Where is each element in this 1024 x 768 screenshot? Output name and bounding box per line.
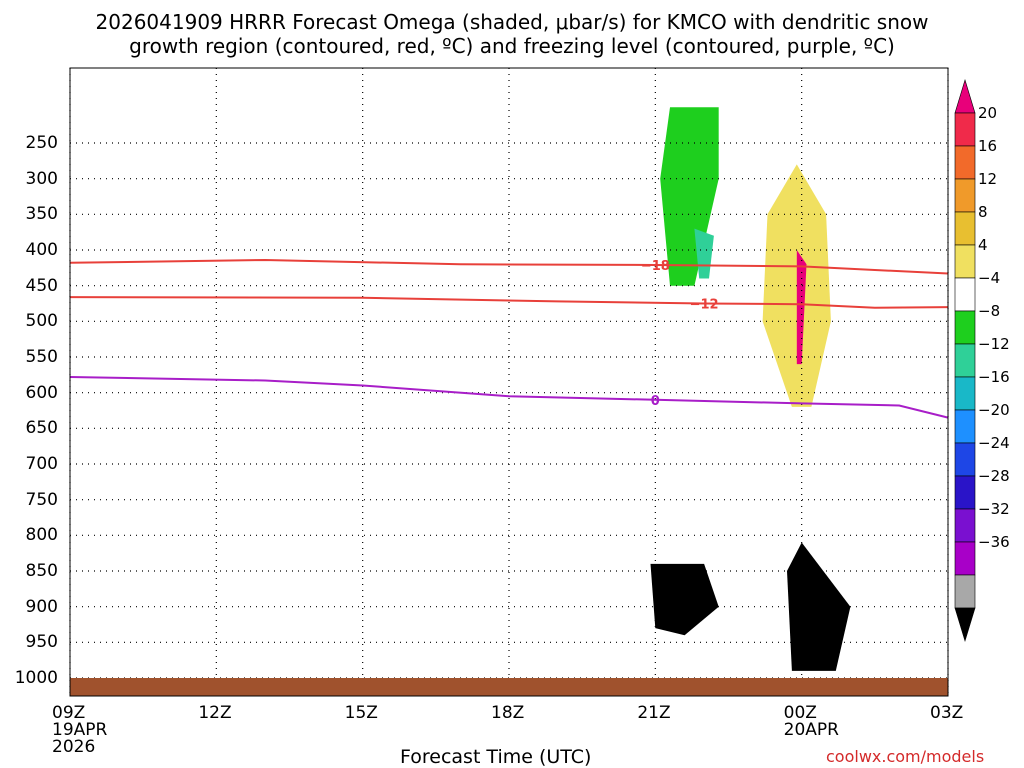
colorbar-label: −36	[978, 533, 1010, 551]
colorbar-swatch	[954, 145, 976, 180]
colorbar-label: 16	[978, 137, 998, 155]
y-tick-label: 300	[25, 168, 58, 189]
colorbar-label: −28	[978, 467, 1010, 485]
site-credit[interactable]: coolwx.com/models	[826, 747, 985, 766]
colorbar-label: 4	[978, 236, 988, 254]
x-tick-label: 03Z	[930, 703, 964, 723]
colorbar-label: 8	[978, 203, 988, 221]
colorbar-label: −16	[978, 368, 1010, 386]
omega-region-3	[796, 250, 807, 365]
y-tick-label: 550	[25, 347, 58, 367]
ground-surface	[70, 678, 948, 696]
colorbar-swatch	[954, 277, 976, 312]
y-tick-label: 900	[25, 596, 58, 617]
omega-region-4	[650, 563, 719, 636]
colorbar-label: −12	[978, 335, 1010, 353]
colorbar-swatch	[954, 211, 976, 246]
colorbar-swatch	[954, 508, 976, 543]
y-tick-label: 450	[25, 275, 58, 296]
y-tick-label: 750	[25, 489, 58, 510]
x-axis-label: Forecast Time (UTC)	[400, 746, 592, 768]
colorbar-label: −8	[978, 302, 1001, 320]
colorbar-swatch	[954, 475, 976, 510]
colorbar-label: 12	[978, 170, 998, 188]
colorbar-swatch	[954, 244, 976, 279]
contour-line-1	[69, 296, 949, 309]
y-tick-label: 800	[25, 525, 58, 546]
colorbar-swatch	[954, 310, 976, 345]
colorbar-swatch	[954, 112, 976, 147]
y-tick-label: 950	[25, 632, 58, 653]
y-tick-label: 700	[25, 454, 58, 474]
y-tick-label: 350	[25, 204, 58, 225]
colorbar-label: 20	[978, 104, 998, 122]
colorbar-label: −4	[978, 269, 1001, 287]
contour-label-1: −12	[690, 298, 719, 313]
x-tick-label: 15Z	[344, 703, 378, 723]
y-tick-label: 400	[25, 240, 58, 260]
omega-region-5	[787, 542, 851, 671]
contour-line-2	[69, 376, 949, 419]
x-tick-label: 09Z	[52, 703, 86, 723]
y-tick-label: 850	[25, 561, 58, 581]
y-tick-label: 500	[25, 311, 58, 332]
x-tick-label: 12Z	[198, 703, 232, 723]
chart-title-line2: growth region (contoured, red, ºC) and f…	[129, 34, 895, 58]
y-tick-label: 600	[25, 382, 58, 403]
colorbar-swatch	[954, 442, 976, 477]
x-tick-sublabel: 2026	[52, 737, 96, 757]
chart-title-line1: 2026041909 HRRR Forecast Omega (shaded, …	[95, 10, 929, 34]
contour-label-2: 0	[651, 394, 660, 409]
colorbar-swatch	[954, 376, 976, 411]
colorbar-label: −32	[978, 500, 1010, 518]
contour-label-0: −18	[641, 259, 670, 274]
x-tick-sublabel: 19APR	[52, 720, 108, 740]
y-tick-label: 250	[25, 133, 58, 153]
colorbar-swatch	[954, 178, 976, 213]
colorbar-label: −20	[978, 401, 1010, 419]
x-tick-label: 18Z	[491, 703, 525, 723]
colorbar-swatch	[954, 574, 976, 609]
plot-frame	[69, 67, 949, 697]
colorbar-swatch	[954, 78, 976, 114]
colorbar-swatch	[954, 409, 976, 444]
colorbar-swatch	[954, 541, 976, 576]
contour-line-0	[69, 258, 949, 275]
x-tick-sublabel: 20APR	[783, 720, 839, 740]
colorbar-swatch	[954, 607, 976, 643]
y-tick-label: 1000	[14, 668, 58, 688]
colorbar-swatch	[954, 343, 976, 378]
colorbar-label: −24	[978, 434, 1010, 452]
y-tick-label: 650	[25, 418, 58, 439]
x-tick-label: 00Z	[783, 703, 817, 723]
x-tick-label: 21Z	[637, 703, 671, 723]
omega-colorbar	[954, 78, 976, 643]
